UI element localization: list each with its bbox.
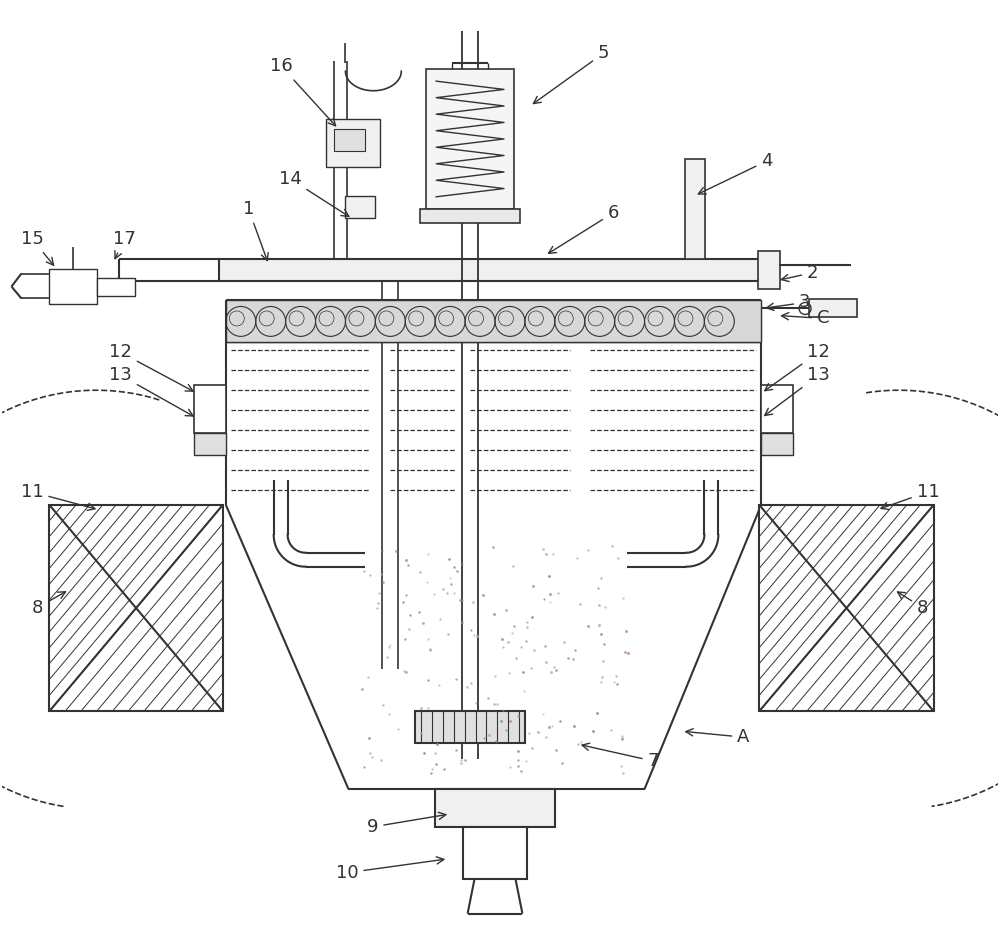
Text: 9: 9 — [367, 812, 446, 836]
Text: 17: 17 — [113, 229, 136, 259]
Text: 14: 14 — [279, 170, 349, 216]
Bar — [49, 505, 223, 711]
Bar — [219, 259, 771, 280]
Bar — [761, 433, 793, 455]
Bar — [463, 827, 527, 879]
Text: C: C — [781, 310, 830, 327]
Text: 12: 12 — [109, 343, 193, 391]
Bar — [226, 301, 761, 342]
Bar — [345, 196, 375, 217]
Text: 1: 1 — [243, 200, 268, 261]
Bar — [420, 209, 520, 223]
Bar — [49, 268, 97, 304]
Text: 4: 4 — [698, 152, 773, 194]
Text: A: A — [686, 728, 750, 746]
Bar — [415, 711, 525, 743]
Text: 2: 2 — [781, 264, 819, 281]
Text: 7: 7 — [582, 743, 659, 771]
Text: 11: 11 — [21, 483, 95, 511]
Bar — [334, 129, 365, 151]
Text: 5: 5 — [533, 44, 609, 104]
Bar — [685, 159, 705, 259]
Text: 10: 10 — [336, 857, 444, 882]
Bar — [761, 385, 793, 433]
Text: 8: 8 — [897, 592, 928, 617]
Text: 3: 3 — [767, 293, 811, 312]
Bar — [809, 300, 857, 317]
Text: 13: 13 — [109, 366, 193, 416]
Bar — [758, 251, 780, 289]
Bar — [194, 433, 226, 455]
Text: 15: 15 — [21, 229, 54, 265]
Text: 13: 13 — [765, 366, 830, 415]
Text: 11: 11 — [881, 483, 939, 510]
Text: 6: 6 — [549, 204, 619, 253]
Bar — [326, 119, 380, 166]
Text: 8: 8 — [32, 592, 66, 617]
Bar — [435, 789, 555, 827]
Text: 12: 12 — [765, 343, 830, 390]
Bar — [426, 69, 514, 209]
Bar — [759, 505, 934, 711]
Bar — [194, 385, 226, 433]
Bar — [97, 278, 135, 295]
Text: 16: 16 — [270, 57, 336, 126]
